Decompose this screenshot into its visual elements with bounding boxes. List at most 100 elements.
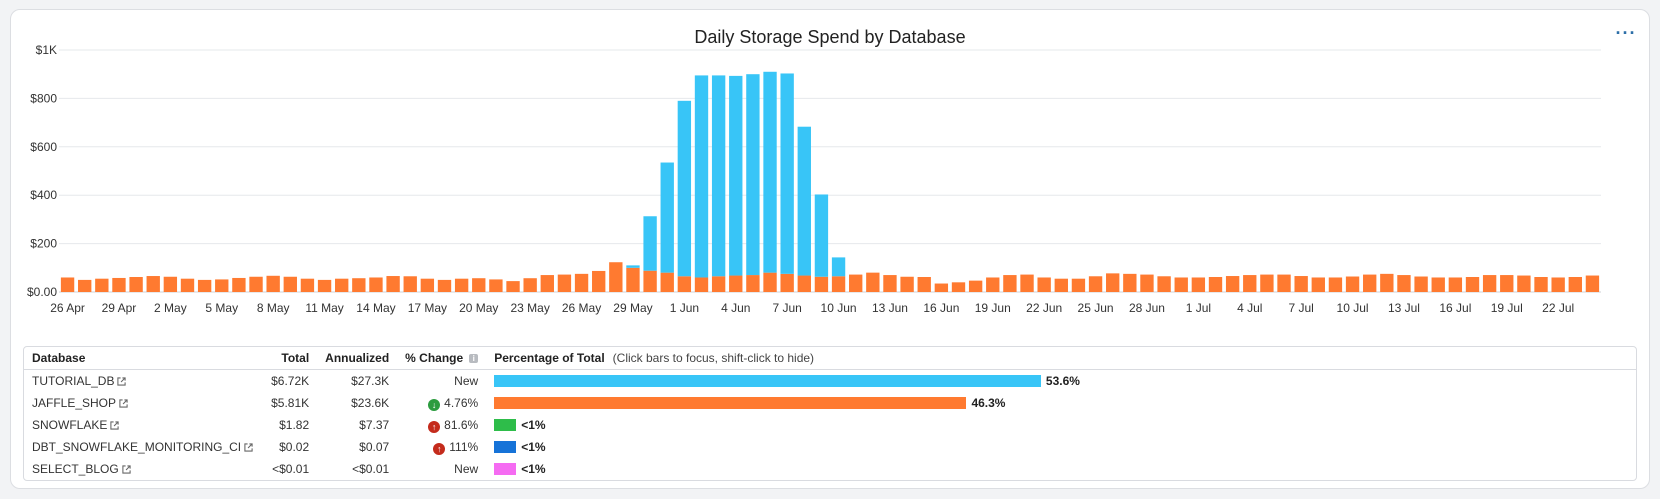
database-name[interactable]: TUTORIAL_DB: [32, 373, 115, 388]
bar-jaffle-shop[interactable]: [386, 276, 400, 292]
bar-tutorial-db[interactable]: [626, 265, 640, 268]
bar-jaffle-shop[interactable]: [626, 267, 640, 292]
bar-tutorial-db[interactable]: [643, 216, 657, 271]
bar-tutorial-db[interactable]: [831, 257, 846, 277]
bar-jaffle-shop[interactable]: [968, 280, 983, 292]
bar-jaffle-shop[interactable]: [454, 278, 469, 292]
table-row[interactable]: JAFFLE_SHOP $5.81K $23.6K ↓ 4.76% 46.3%: [24, 392, 1636, 414]
bar-jaffle-shop[interactable]: [1071, 278, 1086, 292]
bar-jaffle-shop[interactable]: [1140, 274, 1154, 292]
bar-jaffle-shop[interactable]: [523, 278, 537, 292]
percentage-bar[interactable]: [494, 463, 517, 475]
bar-jaffle-shop[interactable]: [1534, 277, 1548, 292]
header-percentage-label[interactable]: Percentage of Total: [494, 351, 605, 365]
external-link-icon[interactable]: [119, 397, 128, 411]
bar-jaffle-shop[interactable]: [317, 279, 332, 292]
bar-jaffle-shop[interactable]: [1106, 273, 1120, 292]
bar-jaffle-shop[interactable]: [1328, 277, 1343, 292]
bar-jaffle-shop[interactable]: [900, 276, 914, 292]
external-link-icon[interactable]: [117, 375, 127, 389]
bar-jaffle-shop[interactable]: [746, 275, 760, 292]
bar-chart[interactable]: $1K $800 $600 $400 $200 $0.00 26 Apr 29 Apr 2 Ma…: [11, 10, 1651, 330]
bar-jaffle-shop[interactable]: [1448, 277, 1463, 292]
bar-jaffle-shop[interactable]: [866, 272, 880, 292]
bar-jaffle-shop[interactable]: [1037, 277, 1051, 292]
bar-jaffle-shop[interactable]: [694, 277, 709, 292]
bar-tutorial-db[interactable]: [660, 162, 674, 273]
bar-jaffle-shop[interactable]: [300, 278, 315, 292]
bar-tutorial-db[interactable]: [746, 74, 760, 276]
bar-jaffle-shop[interactable]: [1174, 277, 1188, 292]
header-database[interactable]: Database: [24, 347, 262, 370]
database-name-cell[interactable]: TUTORIAL_DB: [24, 370, 261, 392]
percentage-bar[interactable]: [494, 375, 1041, 387]
header-change[interactable]: % Change i: [397, 347, 487, 370]
bar-jaffle-shop[interactable]: [60, 277, 75, 292]
bar-jaffle-shop[interactable]: [146, 276, 160, 292]
bar-jaffle-shop[interactable]: [814, 276, 829, 292]
bar-jaffle-shop[interactable]: [711, 276, 726, 292]
bar-jaffle-shop[interactable]: [1277, 274, 1291, 292]
bar-jaffle-shop[interactable]: [1414, 276, 1428, 292]
bar-jaffle-shop[interactable]: [1585, 275, 1600, 292]
bar-jaffle-shop[interactable]: [660, 272, 674, 292]
bar-jaffle-shop[interactable]: [1551, 277, 1565, 292]
percentage-bar[interactable]: [494, 397, 967, 409]
bar-jaffle-shop[interactable]: [677, 276, 692, 292]
bar-jaffle-shop[interactable]: [780, 273, 794, 292]
bar-jaffle-shop[interactable]: [1363, 274, 1377, 292]
database-name-cell[interactable]: JAFFLE_SHOP: [24, 392, 261, 414]
header-annualized[interactable]: Annualized: [317, 347, 398, 370]
database-name[interactable]: JAFFLE_SHOP: [32, 395, 117, 410]
bar-jaffle-shop[interactable]: [1191, 277, 1206, 292]
bar-jaffle-shop[interactable]: [1003, 275, 1017, 292]
percentage-bar[interactable]: [494, 419, 517, 431]
bar-jaffle-shop[interactable]: [95, 278, 109, 292]
table-row[interactable]: SELECT_BLOG <$0.01 <$0.01 New <1%: [24, 458, 1636, 480]
bar-jaffle-shop[interactable]: [1431, 277, 1445, 292]
bar-jaffle-shop[interactable]: [1568, 277, 1582, 292]
bar-jaffle-shop[interactable]: [129, 277, 143, 292]
bar-tutorial-db[interactable]: [711, 75, 726, 277]
table-row[interactable]: TUTORIAL_DB $6.72K $27.3K New 53.6%: [24, 370, 1636, 392]
database-name[interactable]: SELECT_BLOG: [32, 461, 119, 476]
bar-jaffle-shop[interactable]: [180, 278, 195, 292]
database-name[interactable]: DBT_SNOWFLAKE_MONITORING_CI: [32, 439, 242, 454]
bar-jaffle-shop[interactable]: [729, 275, 743, 292]
bar-jaffle-shop[interactable]: [1482, 275, 1497, 292]
bar-jaffle-shop[interactable]: [437, 279, 452, 292]
bar-jaffle-shop[interactable]: [540, 275, 554, 292]
bar-jaffle-shop[interactable]: [951, 282, 966, 292]
bar-jaffle-shop[interactable]: [917, 277, 931, 292]
database-name[interactable]: SNOWFLAKE: [32, 417, 108, 432]
bar-tutorial-db[interactable]: [814, 194, 829, 277]
bar-jaffle-shop[interactable]: [403, 276, 417, 292]
bar-jaffle-shop[interactable]: [215, 279, 229, 292]
bar-tutorial-db[interactable]: [797, 126, 811, 276]
bar-jaffle-shop[interactable]: [986, 277, 1000, 292]
database-name-cell[interactable]: SELECT_BLOG: [24, 458, 261, 480]
bar-jaffle-shop[interactable]: [472, 278, 486, 292]
bar-jaffle-shop[interactable]: [1157, 276, 1171, 292]
bar-jaffle-shop[interactable]: [266, 275, 280, 292]
bar-jaffle-shop[interactable]: [797, 275, 811, 292]
bar-jaffle-shop[interactable]: [1517, 275, 1531, 292]
bar-jaffle-shop[interactable]: [592, 270, 606, 292]
bar-tutorial-db[interactable]: [763, 71, 777, 273]
bar-jaffle-shop[interactable]: [934, 283, 949, 292]
bar-jaffle-shop[interactable]: [1500, 275, 1514, 292]
bar-jaffle-shop[interactable]: [489, 279, 503, 292]
bar-tutorial-db[interactable]: [677, 100, 692, 277]
bar-jaffle-shop[interactable]: [883, 275, 897, 292]
bar-jaffle-shop[interactable]: [1208, 277, 1223, 292]
bar-jaffle-shop[interactable]: [352, 278, 366, 292]
bar-jaffle-shop[interactable]: [574, 273, 589, 292]
bar-jaffle-shop[interactable]: [1123, 273, 1137, 292]
bar-jaffle-shop[interactable]: [249, 276, 263, 292]
bar-jaffle-shop[interactable]: [78, 279, 92, 292]
bar-tutorial-db[interactable]: [729, 75, 743, 276]
database-name-cell[interactable]: SNOWFLAKE: [24, 414, 261, 436]
bar-jaffle-shop[interactable]: [1397, 275, 1411, 292]
bar-jaffle-shop[interactable]: [197, 279, 212, 292]
bar-jaffle-shop[interactable]: [232, 277, 246, 292]
